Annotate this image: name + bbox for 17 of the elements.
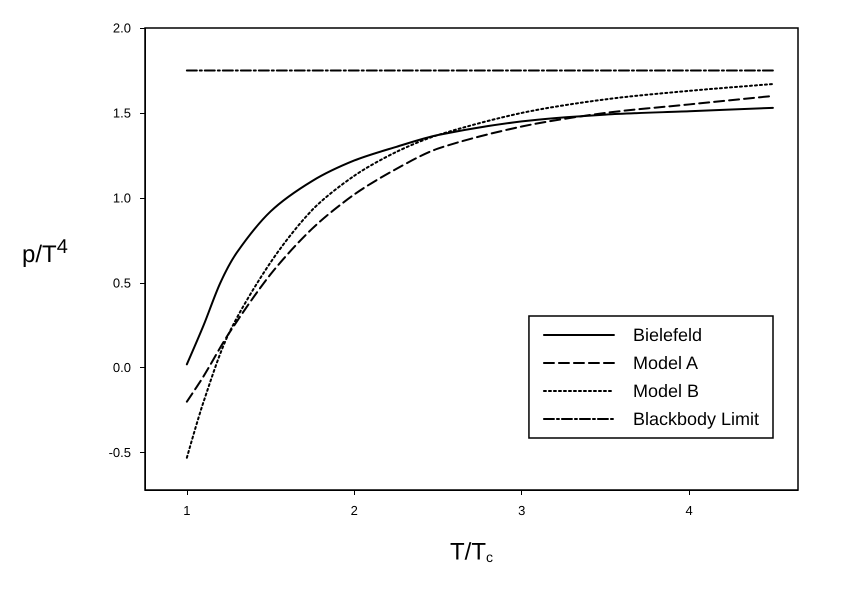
y-tick-label: 2.0: [112, 20, 131, 36]
y-tick-label: 1.0: [112, 190, 131, 206]
x-tick-label: 1: [183, 503, 190, 518]
legend-label: Blackbody Limit: [632, 409, 760, 429]
y-tick-label: -0.5: [108, 445, 131, 460]
x-axis-title: T/Tc: [450, 538, 493, 566]
legend-label: Bielefeld: [632, 325, 702, 345]
x-tick-label: 2: [350, 503, 358, 518]
x-tick-label: 3: [518, 503, 526, 518]
y-axis-title: p/T$^{4}$: [22, 236, 68, 269]
legend-label: Model A: [632, 353, 698, 373]
x-tick-label: 4: [686, 503, 693, 518]
y-tick-label: 1.5: [112, 105, 131, 120]
legend-label: Model B: [632, 381, 699, 401]
line-series: [186, 83, 774, 459]
y-tick-label: 0.0: [112, 360, 131, 376]
y-tick-label: 0.5: [112, 275, 131, 290]
